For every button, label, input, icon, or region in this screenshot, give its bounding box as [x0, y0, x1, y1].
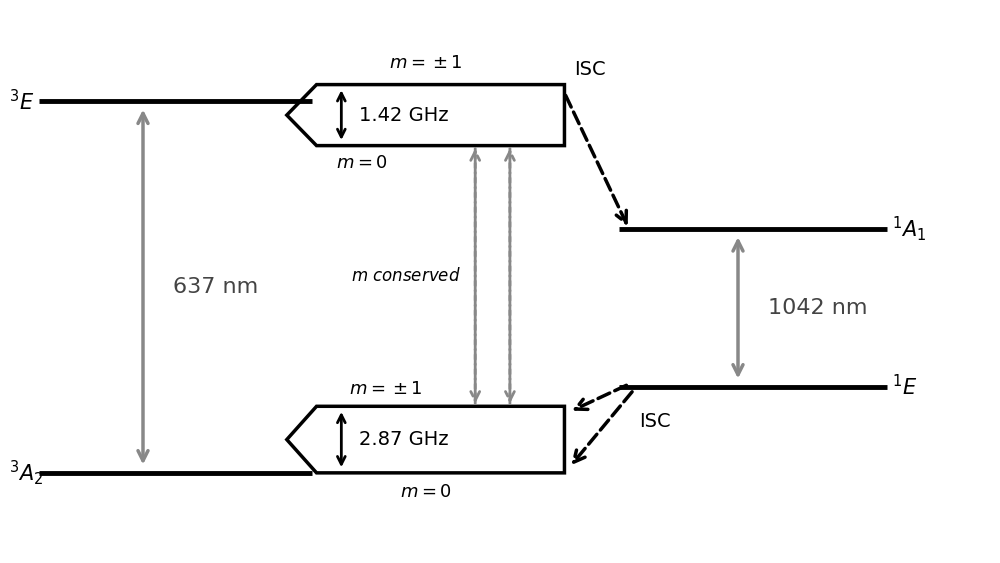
Text: $m = 0$: $m = 0$ — [400, 483, 451, 501]
Text: 1042 nm: 1042 nm — [768, 298, 867, 318]
Polygon shape — [287, 406, 564, 473]
Text: $^1A_1$: $^1A_1$ — [892, 215, 926, 243]
Text: $^3A_2$: $^3A_2$ — [9, 458, 43, 487]
Text: ISC: ISC — [639, 412, 670, 431]
Text: 1.42 GHz: 1.42 GHz — [359, 106, 449, 124]
Text: $m$ conserved: $m$ conserved — [351, 267, 460, 285]
Text: 637 nm: 637 nm — [173, 277, 258, 297]
Text: $m = \pm 1$: $m = \pm 1$ — [349, 380, 423, 398]
Polygon shape — [287, 84, 564, 146]
Text: 2.87 GHz: 2.87 GHz — [359, 430, 449, 449]
Text: $m = \pm 1$: $m = \pm 1$ — [389, 55, 462, 73]
Text: $^3E$: $^3E$ — [9, 88, 34, 114]
Text: $^1E$: $^1E$ — [892, 374, 917, 400]
Text: ISC: ISC — [574, 60, 606, 79]
Text: $m = 0$: $m = 0$ — [336, 154, 388, 172]
